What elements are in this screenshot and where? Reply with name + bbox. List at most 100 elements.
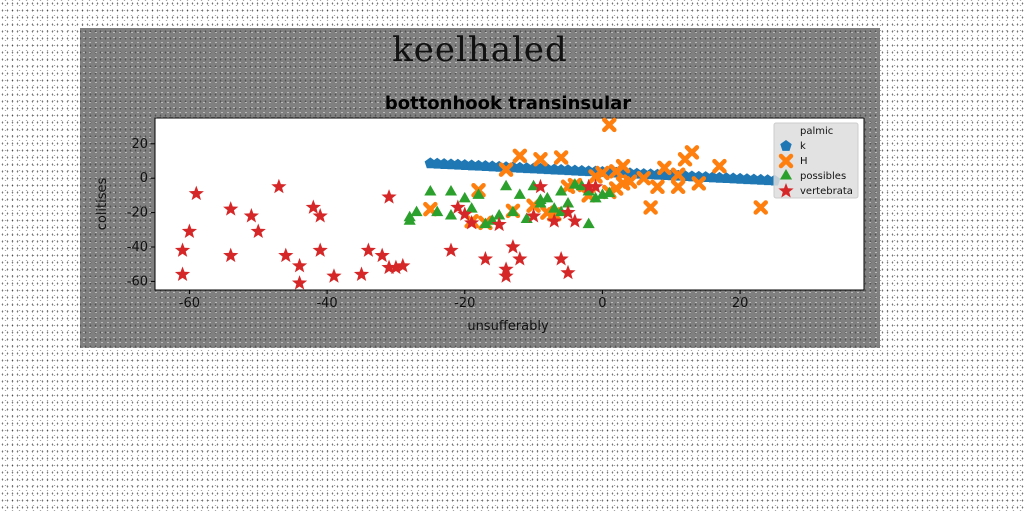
y-tick-label: -20 bbox=[127, 206, 148, 221]
legend-title: palmic bbox=[800, 126, 833, 137]
point-star bbox=[312, 208, 328, 223]
legend-marker-pentagon bbox=[780, 140, 792, 151]
point-triangle bbox=[575, 179, 588, 191]
point-star bbox=[546, 213, 562, 228]
point-x-filled bbox=[498, 162, 514, 177]
point-star bbox=[443, 242, 459, 257]
point-x-filled bbox=[588, 169, 603, 184]
point-star bbox=[553, 251, 569, 266]
x-tick-label: 20 bbox=[732, 296, 749, 311]
point-x-filled bbox=[512, 148, 528, 164]
y-axis-label: colitises bbox=[95, 177, 110, 230]
point-x-filled bbox=[636, 170, 651, 186]
point-star bbox=[464, 214, 480, 230]
point-triangle bbox=[582, 184, 595, 196]
point-star bbox=[395, 257, 411, 273]
point-star bbox=[532, 178, 549, 194]
point-x-filled bbox=[608, 164, 624, 179]
point-star bbox=[243, 208, 259, 223]
point-x-filled bbox=[595, 165, 610, 181]
legend-marker-star bbox=[778, 183, 794, 198]
point-triangle bbox=[603, 186, 616, 198]
point-triangle bbox=[561, 197, 575, 208]
point-triangle bbox=[527, 179, 540, 191]
y-axis-ticks: -60 -40 -20 0 20 bbox=[127, 137, 155, 289]
point-triangle bbox=[500, 179, 513, 191]
legend-marker-triangle bbox=[779, 169, 793, 180]
point-x-filled bbox=[753, 200, 768, 215]
point-star bbox=[560, 264, 576, 280]
point-x-filled bbox=[657, 160, 672, 176]
point-star bbox=[581, 178, 597, 194]
plot-area bbox=[154, 117, 865, 291]
y-tick-label: 0 bbox=[140, 171, 148, 186]
point-triangle bbox=[548, 202, 561, 213]
point-star bbox=[291, 257, 308, 273]
point-star bbox=[505, 239, 521, 254]
legend-label: H bbox=[800, 156, 808, 167]
figure-canvas: keelhaled bottonhook transinsular -60 -40… bbox=[80, 28, 880, 348]
point-star bbox=[567, 213, 583, 228]
chart-title: bottonhook transinsular bbox=[385, 93, 631, 114]
point-star bbox=[223, 247, 239, 263]
point-triangle bbox=[465, 202, 478, 213]
series-2 bbox=[403, 178, 616, 229]
point-triangle bbox=[513, 188, 526, 199]
figure-title: keelhaled bbox=[392, 30, 568, 70]
point-star bbox=[374, 247, 390, 263]
point-x-filled bbox=[712, 158, 727, 174]
point-triangle bbox=[424, 184, 437, 196]
point-x-filled bbox=[602, 117, 617, 133]
point-triangle bbox=[431, 205, 444, 217]
point-triangle bbox=[403, 210, 416, 222]
point-star bbox=[560, 204, 576, 220]
point-star bbox=[587, 178, 604, 194]
point-x-filled bbox=[533, 152, 548, 167]
point-star bbox=[512, 251, 528, 266]
x-tick-label: -20 bbox=[454, 296, 475, 311]
point-triangle bbox=[589, 191, 602, 203]
point-x-filled bbox=[691, 176, 707, 191]
point-star bbox=[223, 201, 239, 216]
point-x-filled bbox=[670, 167, 686, 183]
point-triangle bbox=[555, 205, 568, 217]
point-triangle bbox=[493, 209, 506, 220]
point-triangle bbox=[458, 191, 471, 203]
point-star bbox=[498, 268, 514, 283]
x-tick-label: -60 bbox=[179, 296, 200, 311]
point-star bbox=[381, 259, 397, 275]
x-axis-label: unsufferably bbox=[467, 319, 549, 334]
point-x-filled bbox=[553, 150, 569, 165]
y-tick-label: -60 bbox=[127, 274, 148, 289]
x-tick-label: -40 bbox=[316, 296, 337, 311]
data-marks bbox=[174, 117, 781, 290]
point-triangle bbox=[444, 184, 458, 196]
point-x-filled bbox=[643, 200, 658, 215]
legend-marker-x-filled bbox=[778, 153, 794, 169]
point-x-filled bbox=[608, 181, 624, 196]
point-star bbox=[525, 208, 542, 223]
legend-label: possibles bbox=[800, 171, 846, 182]
point-star bbox=[491, 216, 507, 232]
point-triangle bbox=[555, 184, 568, 196]
legend-box bbox=[773, 122, 859, 199]
x-axis-ticks: -60 -40 -20 0 20 bbox=[179, 290, 749, 311]
point-star bbox=[450, 199, 466, 214]
point-triangle bbox=[444, 209, 458, 220]
point-triangle bbox=[541, 191, 554, 203]
legend-label: k bbox=[800, 141, 806, 152]
point-x-filled bbox=[650, 179, 665, 195]
point-star bbox=[477, 251, 494, 266]
point-star bbox=[188, 185, 204, 201]
point-star bbox=[326, 268, 342, 283]
point-triangle bbox=[582, 217, 595, 229]
point-triangle bbox=[568, 178, 581, 189]
y-tick-label: -40 bbox=[127, 240, 148, 255]
point-star bbox=[250, 223, 266, 238]
point-star bbox=[353, 266, 370, 281]
point-star bbox=[360, 242, 376, 257]
point-star bbox=[278, 247, 294, 263]
y-tick-label: 20 bbox=[131, 137, 148, 152]
x-tick-label: 0 bbox=[598, 296, 606, 311]
